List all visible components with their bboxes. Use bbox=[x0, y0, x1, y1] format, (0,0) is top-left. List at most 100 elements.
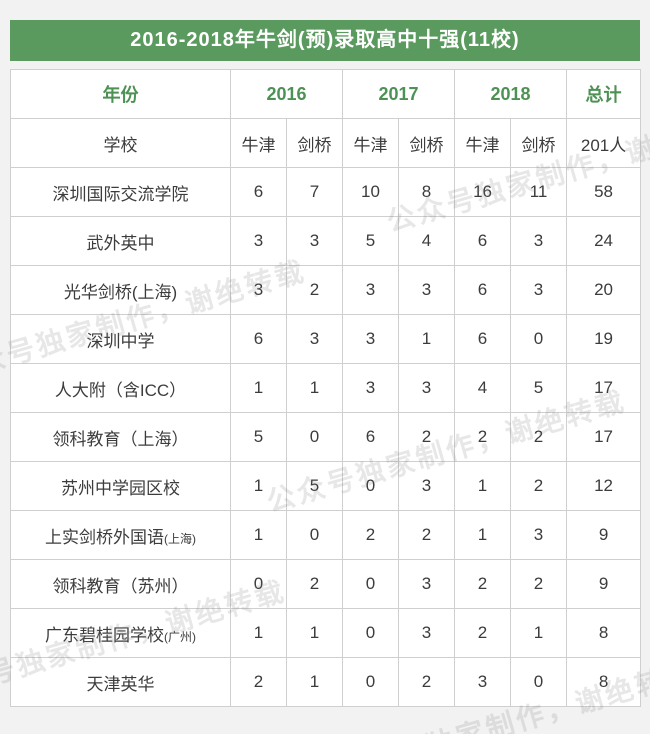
count-cell: 6 bbox=[454, 216, 512, 266]
table-row: 深圳中学 6 3 3 1 6 0 19 bbox=[10, 314, 642, 364]
count-cell: 1 bbox=[454, 510, 512, 560]
table-row: 天津英华 2 1 0 2 3 0 8 bbox=[10, 657, 642, 707]
count-cell: 3 bbox=[398, 608, 456, 658]
count-cell: 4 bbox=[454, 363, 512, 413]
count-cell: 1 bbox=[398, 314, 456, 364]
subcol-cambridge-2018: 剑桥 bbox=[510, 118, 568, 168]
count-cell: 11 bbox=[510, 167, 568, 217]
table-row: 领科教育（上海） 5 0 6 2 2 2 17 bbox=[10, 412, 642, 462]
school-name: 深圳中学 bbox=[10, 314, 231, 364]
count-cell: 8 bbox=[398, 167, 456, 217]
table-row: 领科教育（苏州） 0 2 0 3 2 2 9 bbox=[10, 559, 642, 609]
count-cell: 0 bbox=[342, 657, 400, 707]
count-cell: 2 bbox=[398, 412, 456, 462]
school-name: 领科教育（上海） bbox=[10, 412, 231, 462]
count-cell: 3 bbox=[398, 559, 456, 609]
total-cell: 9 bbox=[566, 559, 642, 609]
count-cell: 1 bbox=[285, 657, 344, 707]
count-cell: 3 bbox=[230, 265, 287, 315]
subcol-cambridge-2016: 剑桥 bbox=[285, 118, 344, 168]
count-cell: 5 bbox=[285, 461, 344, 511]
count-cell: 0 bbox=[285, 412, 344, 462]
school-name: 武外英中 bbox=[10, 216, 231, 266]
subcol-oxford-2016: 牛津 bbox=[230, 118, 287, 168]
count-cell: 2 bbox=[454, 559, 512, 609]
count-cell: 1 bbox=[454, 461, 512, 511]
count-cell: 2 bbox=[398, 510, 456, 560]
total-cell: 58 bbox=[566, 167, 642, 217]
year-2017: 2017 bbox=[342, 69, 456, 119]
count-cell: 3 bbox=[342, 314, 400, 364]
count-cell: 3 bbox=[398, 461, 456, 511]
count-cell: 2 bbox=[454, 608, 512, 658]
count-cell: 0 bbox=[510, 657, 568, 707]
count-cell: 7 bbox=[285, 167, 344, 217]
school-name: 天津英华 bbox=[10, 657, 231, 707]
count-cell: 10 bbox=[342, 167, 400, 217]
year-header-row: 年份 2016 2017 2018 总计 bbox=[10, 69, 642, 119]
table-row: 光华剑桥(上海) 3 2 3 3 6 3 20 bbox=[10, 265, 642, 315]
total-cell: 20 bbox=[566, 265, 642, 315]
count-cell: 3 bbox=[454, 657, 512, 707]
count-cell: 2 bbox=[285, 265, 344, 315]
count-cell: 6 bbox=[454, 314, 512, 364]
total-cell: 19 bbox=[566, 314, 642, 364]
count-cell: 6 bbox=[230, 314, 287, 364]
count-cell: 6 bbox=[342, 412, 400, 462]
subcol-cambridge-2017: 剑桥 bbox=[398, 118, 456, 168]
count-cell: 16 bbox=[454, 167, 512, 217]
count-cell: 1 bbox=[285, 363, 344, 413]
grand-total: 201人 bbox=[566, 118, 642, 168]
school-name: 光华剑桥(上海) bbox=[10, 265, 231, 315]
count-cell: 0 bbox=[230, 559, 287, 609]
total-cell: 9 bbox=[566, 510, 642, 560]
total-cell: 8 bbox=[566, 657, 642, 707]
school-header-row: 学校 牛津 剑桥 牛津 剑桥 牛津 剑桥 201人 bbox=[10, 118, 642, 168]
count-cell: 4 bbox=[398, 216, 456, 266]
table-row: 苏州中学园区校 1 5 0 3 1 2 12 bbox=[10, 461, 642, 511]
count-cell: 2 bbox=[230, 657, 287, 707]
count-cell: 1 bbox=[285, 608, 344, 658]
table-row: 人大附（含ICC） 1 1 3 3 4 5 17 bbox=[10, 363, 642, 413]
count-cell: 2 bbox=[510, 559, 568, 609]
admissions-table: 年份 2016 2017 2018 总计 学校 牛津 剑桥 牛津 剑桥 牛津 剑… bbox=[10, 69, 642, 707]
total-cell: 17 bbox=[566, 363, 642, 413]
total-cell: 12 bbox=[566, 461, 642, 511]
school-name: 苏州中学园区校 bbox=[10, 461, 231, 511]
total-cell: 17 bbox=[566, 412, 642, 462]
count-cell: 5 bbox=[510, 363, 568, 413]
school-name: 领科教育（苏州） bbox=[10, 559, 231, 609]
count-cell: 2 bbox=[510, 412, 568, 462]
count-cell: 2 bbox=[510, 461, 568, 511]
school-label: 学校 bbox=[10, 118, 231, 168]
count-cell: 3 bbox=[230, 216, 287, 266]
school-name: 上实剑桥外国语(上海) bbox=[10, 510, 231, 560]
count-cell: 3 bbox=[342, 363, 400, 413]
total-cell: 8 bbox=[566, 608, 642, 658]
school-name: 人大附（含ICC） bbox=[10, 363, 231, 413]
subcol-oxford-2017: 牛津 bbox=[342, 118, 400, 168]
count-cell: 5 bbox=[342, 216, 400, 266]
count-cell: 6 bbox=[230, 167, 287, 217]
school-name-suffix: (广州) bbox=[164, 629, 196, 644]
count-cell: 1 bbox=[230, 461, 287, 511]
count-cell: 3 bbox=[342, 265, 400, 315]
count-cell: 1 bbox=[510, 608, 568, 658]
school-name-suffix: (上海) bbox=[164, 531, 196, 546]
year-2016: 2016 bbox=[229, 69, 344, 119]
table-row: 广东碧桂园学校(广州) 1 1 0 3 2 1 8 bbox=[10, 608, 642, 658]
total-cell: 24 bbox=[566, 216, 642, 266]
count-cell: 2 bbox=[285, 559, 344, 609]
year-label: 年份 bbox=[10, 69, 231, 119]
count-cell: 1 bbox=[230, 363, 287, 413]
count-cell: 3 bbox=[285, 314, 344, 364]
count-cell: 2 bbox=[342, 510, 400, 560]
subcol-oxford-2018: 牛津 bbox=[454, 118, 512, 168]
table-row: 深圳国际交流学院 6 7 10 8 16 11 58 bbox=[10, 167, 642, 217]
school-name: 深圳国际交流学院 bbox=[10, 167, 231, 217]
count-cell: 0 bbox=[285, 510, 344, 560]
count-cell: 3 bbox=[510, 265, 568, 315]
count-cell: 0 bbox=[342, 461, 400, 511]
count-cell: 0 bbox=[510, 314, 568, 364]
school-name: 广东碧桂园学校(广州) bbox=[10, 608, 231, 658]
